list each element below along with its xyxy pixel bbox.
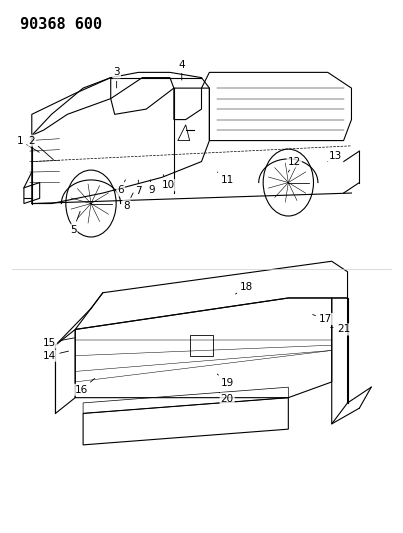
Text: 14: 14	[43, 351, 69, 361]
Text: 8: 8	[123, 193, 133, 211]
Text: 9: 9	[149, 180, 156, 196]
Text: 4: 4	[179, 60, 185, 80]
Text: 16: 16	[75, 378, 95, 395]
Text: 3: 3	[113, 67, 120, 88]
Text: 21: 21	[330, 325, 350, 335]
Text: 1: 1	[17, 135, 39, 152]
Text: 19: 19	[217, 374, 234, 388]
Text: 10: 10	[161, 175, 174, 190]
Text: 90368 600: 90368 600	[20, 17, 102, 33]
Text: 7: 7	[135, 180, 142, 197]
Text: 15: 15	[43, 337, 75, 348]
Text: 17: 17	[313, 314, 332, 324]
Text: 2: 2	[29, 135, 53, 160]
Bar	[190, 335, 213, 356]
Text: 13: 13	[328, 151, 342, 161]
Text: 20: 20	[219, 392, 234, 403]
Text: 18: 18	[235, 282, 253, 294]
Text: 11: 11	[217, 172, 234, 185]
Text: 5: 5	[70, 212, 80, 235]
Text: 12: 12	[288, 157, 301, 172]
Text: 6: 6	[117, 180, 125, 196]
